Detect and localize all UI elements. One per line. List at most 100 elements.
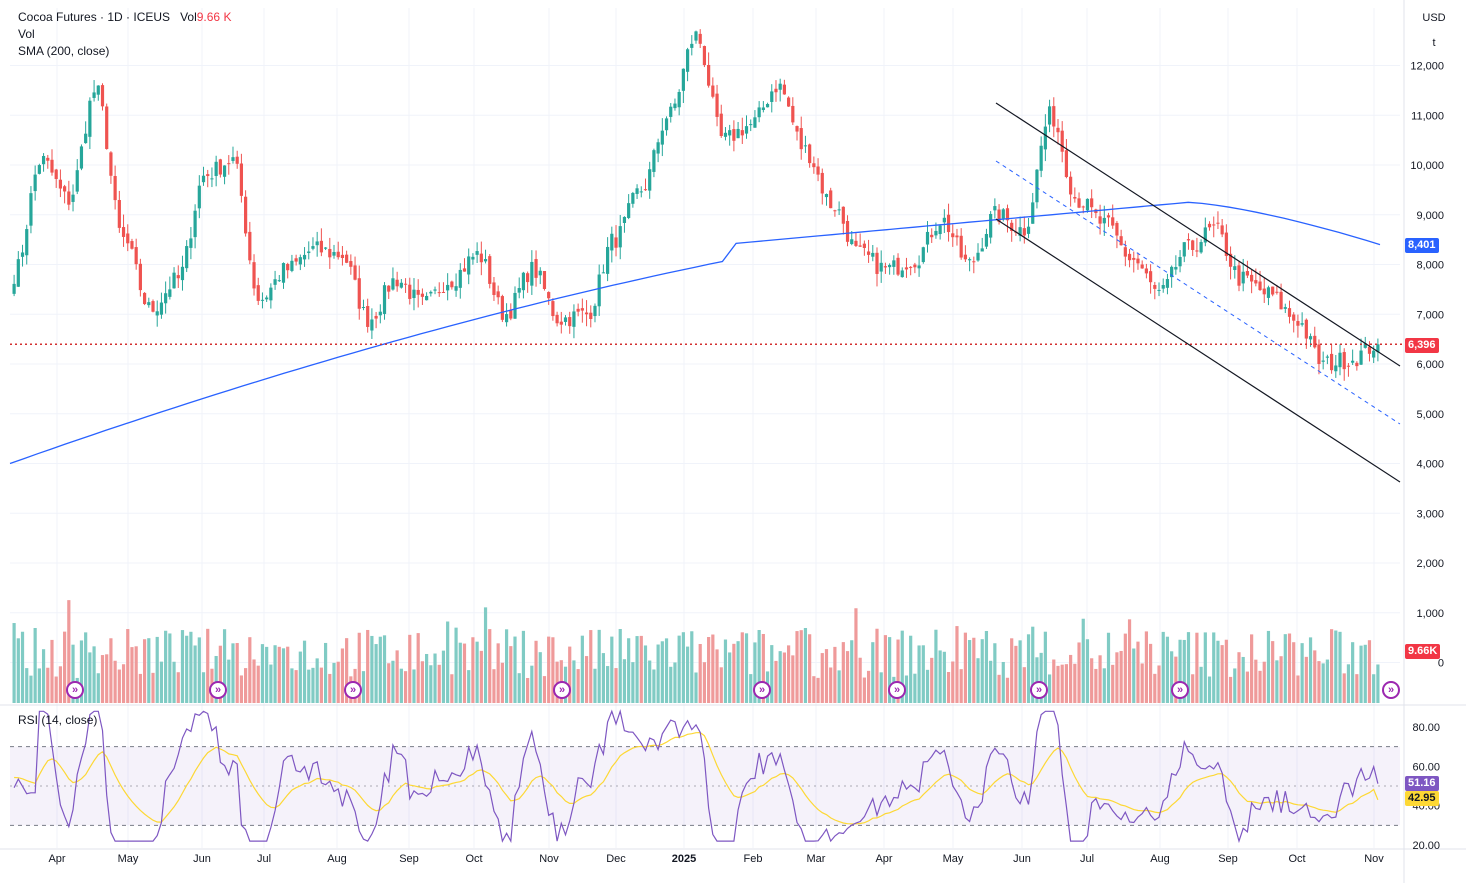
candle-body [1010,222,1014,232]
candle-body [483,259,488,262]
volume-bar [1359,645,1363,703]
volume-bar [913,673,917,703]
volume-bar [614,668,618,703]
forward-arrow-icon[interactable]: » [66,681,84,699]
volume-bar [41,649,46,703]
rsi-legend[interactable]: RSI (14, close) [18,713,98,727]
candle-body [993,206,997,211]
sma-legend[interactable]: SMA (200, close) [18,44,110,58]
volume-bar [298,651,302,703]
candle-body [816,166,820,175]
candle-body [374,315,378,319]
vol-legend[interactable]: Vol [18,27,35,41]
candle-body [1123,247,1127,257]
currency-label[interactable]: USD [1422,12,1446,24]
volume-bar [429,665,433,703]
time-tick-label: Sep [399,853,419,865]
volume-bar [408,634,412,703]
volume-bar [105,654,109,703]
volume-bar [357,632,361,703]
forward-arrow-icon[interactable]: » [553,681,571,699]
volume-bar [1018,640,1022,703]
forward-arrow-icon[interactable]: » [753,681,771,699]
price-tick-label: 0 [1438,658,1444,670]
volume-bar [774,660,778,703]
volume-bar [938,650,942,703]
candle-body [542,271,547,289]
candle-body [425,295,429,301]
rsi-ma-line [14,731,1379,825]
candle-body [1237,265,1241,286]
candle-body [959,235,963,258]
channel-lower-line [995,218,1401,483]
forward-arrow-icon[interactable]: » [1171,681,1189,699]
volume-bar [332,662,336,703]
candle-body [84,133,88,144]
candle-body [1119,236,1123,246]
volume-bar [757,630,761,703]
volume-bar [963,632,967,703]
symbol-legend[interactable]: Cocoa Futures · 1D · ICEUS Vol9.66 K [18,9,231,25]
volume-bar [761,633,765,703]
price-tick-label: 11,000 [1411,110,1444,122]
volume-bar [1287,633,1292,703]
candle-body [551,301,555,317]
candle-body [403,283,408,285]
candle-body [673,103,677,109]
volume-bar [639,635,643,703]
candle-body [239,163,244,196]
forward-arrow-icon[interactable]: » [209,681,227,699]
candle-body [206,174,210,177]
volume-bar [580,635,584,703]
volume-bar [235,643,239,703]
volume-bar [993,643,997,703]
volume-bar [1199,666,1203,703]
candle-body [820,172,824,194]
candle-body [458,269,462,288]
candle-body [479,253,483,263]
candle-body [227,163,231,165]
candle-body [307,251,311,254]
candle-body [340,254,345,259]
forward-arrow-icon[interactable]: » [344,681,362,699]
volume-bar [690,631,694,703]
volume-bar [1001,661,1005,703]
forward-arrow-icon[interactable]: » [1030,681,1048,699]
candle-body [1338,352,1342,368]
candle-body [1161,285,1165,289]
volume-bar [138,673,142,703]
candle-body [664,118,669,131]
forward-arrow-icon[interactable]: » [1382,681,1400,699]
candle-body [909,266,913,268]
volume-bar [1308,637,1313,703]
volume-bar [1342,673,1346,703]
volume-bar [677,635,681,703]
volume-bar [610,636,614,703]
volume-bar [155,636,159,703]
volume-bar [896,639,900,703]
volume-bar [534,640,538,703]
volume-bar [370,635,374,703]
candle-body [25,229,29,256]
candle-body [572,311,576,327]
candle-body [1376,344,1380,353]
volume-bar [467,670,471,703]
candle-body [54,169,58,180]
price-tick-label: 10,000 [1410,160,1444,172]
trend-channel-drawing[interactable] [995,102,1401,483]
candle-body [214,161,218,177]
candle-body [795,126,799,132]
volume-bar [711,634,715,703]
volume-bar [54,676,58,703]
candle-body [1346,365,1351,367]
candle-body [1026,226,1031,234]
candle-body [488,256,492,284]
forward-arrow-icon[interactable]: » [888,681,906,699]
candle-body [1363,343,1367,348]
candle-body [189,238,193,248]
candle-body [808,144,812,164]
volume-bar [63,631,67,703]
sma-200-line [9,201,1381,465]
candle-body [888,264,892,268]
